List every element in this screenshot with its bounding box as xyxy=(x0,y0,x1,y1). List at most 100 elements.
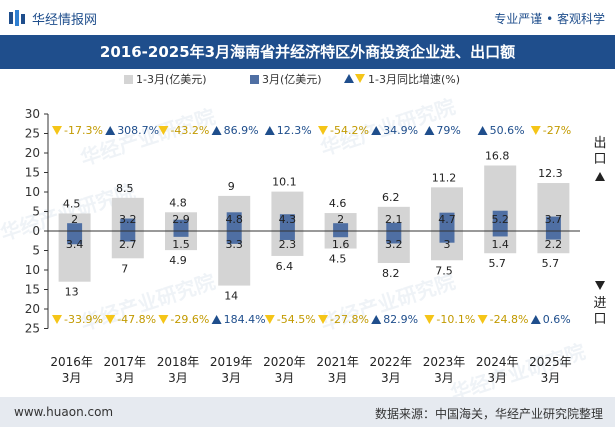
export-growth-marker xyxy=(52,126,62,135)
y-axis-tick-label: 15 xyxy=(25,166,40,180)
bar-import-cumulative xyxy=(165,231,197,251)
import-growth-marker xyxy=(530,315,541,324)
y-axis-tick-label: 30 xyxy=(25,107,40,121)
data-label-export-cumulative: 9 xyxy=(228,180,235,193)
bar-import-monthly xyxy=(279,231,295,240)
bar-import-monthly xyxy=(333,231,349,238)
export-growth-marker xyxy=(424,126,435,135)
data-label-import-cumulative: 4.9 xyxy=(169,254,187,267)
data-label-export-monthly: 2.1 xyxy=(385,213,403,226)
x-axis-tick-label: 2022年 3月 xyxy=(370,355,413,385)
y-axis-tick-label: 25 xyxy=(25,322,40,336)
watermark: 华经产业研究院 xyxy=(78,104,219,170)
y-axis-tick-label: 0 xyxy=(32,224,40,238)
import-direction-arrow xyxy=(595,281,605,290)
bar-export-monthly xyxy=(545,216,561,231)
export-growth-marker xyxy=(318,126,328,135)
export-growth-label: -17.3% xyxy=(64,124,103,137)
bar-import-monthly xyxy=(492,231,508,237)
data-label-export-monthly: 2.9 xyxy=(172,213,190,226)
import-growth-label: 0.6% xyxy=(543,313,571,326)
import-growth-marker xyxy=(105,315,116,324)
data-label-export-monthly: 4.7 xyxy=(438,213,456,226)
data-label-import-cumulative: 14 xyxy=(224,290,238,303)
y-axis-tick-label: 15 xyxy=(25,283,40,297)
import-growth-marker xyxy=(318,315,328,324)
website-link[interactable]: www.huaon.com xyxy=(14,405,114,419)
import-axis-label: 进 xyxy=(593,296,606,311)
site-name: 华经情报网 xyxy=(32,12,98,28)
bar-import-monthly xyxy=(439,231,455,243)
data-label-export-monthly: 3.2 xyxy=(119,213,137,226)
data-source: 数据来源：中国海关，华经产业研究院整理 xyxy=(374,407,603,421)
export-axis-label: 出 xyxy=(593,136,606,151)
legend-label-monthly: 3月(亿美元) xyxy=(262,73,322,86)
bar-export-monthly xyxy=(120,218,136,231)
export-growth-marker xyxy=(158,126,169,135)
data-label-export-monthly: 4.3 xyxy=(279,213,297,226)
import-growth-label: 82.9% xyxy=(383,313,418,326)
bar-import-cumulative xyxy=(537,231,570,254)
bar-import-monthly xyxy=(67,231,83,245)
data-label-export-cumulative: 4.8 xyxy=(169,196,187,209)
data-label-export-cumulative: 6.2 xyxy=(382,191,400,204)
y-axis-tick-label: 20 xyxy=(25,302,40,316)
tagline: 专业严谨 • 客观科学 xyxy=(494,12,605,26)
data-label-import-cumulative: 4.5 xyxy=(329,253,347,266)
data-label-export-cumulative: 16.8 xyxy=(485,149,510,162)
import-growth-marker xyxy=(211,315,222,324)
data-label-import-monthly: 2.3 xyxy=(279,238,297,251)
data-label-export-cumulative: 4.6 xyxy=(329,197,347,210)
data-label-import-monthly: 3.4 xyxy=(66,238,84,251)
bar-export-monthly xyxy=(333,223,349,231)
bar-export-monthly xyxy=(492,210,508,231)
data-label-export-monthly: 2 xyxy=(337,213,344,226)
bar-import-cumulative xyxy=(324,231,357,249)
bar-import-cumulative xyxy=(484,231,517,254)
y-axis-tick-label: 5 xyxy=(32,244,40,258)
export-axis-label: 口 xyxy=(593,152,606,167)
import-growth-marker xyxy=(264,315,275,324)
import-growth-marker xyxy=(477,315,488,324)
import-growth-label: 184.4% xyxy=(224,313,266,326)
data-label-export-cumulative: 4.5 xyxy=(63,197,81,210)
x-axis-tick-label: 2016年 3月 xyxy=(50,355,93,385)
bar-export-cumulative xyxy=(324,213,357,231)
brand[interactable]: 华经情报网 xyxy=(8,8,97,28)
data-label-import-cumulative: 6.4 xyxy=(276,260,294,273)
export-growth-label: -27% xyxy=(543,124,571,137)
export-growth-label: 308.7% xyxy=(117,124,159,137)
x-axis-tick-label: 2021年 3月 xyxy=(316,355,359,385)
import-growth-label: -27.8% xyxy=(330,313,369,326)
data-label-import-monthly: 1.6 xyxy=(332,238,350,251)
data-label-import-cumulative: 13 xyxy=(65,286,79,299)
x-axis-tick-label: 2020年 3月 xyxy=(263,355,306,385)
legend-marker-growth-down xyxy=(355,74,365,83)
bar-import-monthly xyxy=(120,231,136,242)
title-bar: 2016-2025年3月海南省并经济特区外商投资企业进、出口额 xyxy=(0,35,615,69)
data-label-import-monthly: 3.3 xyxy=(225,238,243,251)
data-label-import-monthly: 2.7 xyxy=(119,238,137,251)
export-growth-marker xyxy=(105,126,116,135)
bar-import-monthly xyxy=(173,231,189,237)
legend-swatch-monthly xyxy=(250,75,259,84)
data-label-export-monthly: 4.8 xyxy=(225,213,243,226)
huajing-logo-icon xyxy=(9,10,25,26)
export-growth-marker xyxy=(371,126,382,135)
bar-export-cumulative xyxy=(58,213,91,231)
import-growth-label: -54.5% xyxy=(277,313,316,326)
import-growth-marker xyxy=(424,315,435,324)
chart-title: 2016-2025年3月海南省并经济特区外商投资企业进、出口额 xyxy=(99,43,516,61)
export-growth-marker xyxy=(211,126,222,135)
bar-export-monthly xyxy=(279,214,295,231)
bar-import-monthly xyxy=(545,231,561,240)
export-growth-label: 86.9% xyxy=(224,124,259,137)
data-label-export-cumulative: 10.1 xyxy=(272,176,297,189)
data-label-import-monthly: 2.2 xyxy=(545,238,563,251)
import-growth-marker xyxy=(52,315,62,324)
import-growth-label: -29.6% xyxy=(170,313,209,326)
import-growth-label: -33.9% xyxy=(64,313,103,326)
legend-label-growth: 1-3月同比增速(%) xyxy=(368,72,460,86)
export-growth-label: 34.9% xyxy=(383,124,418,137)
